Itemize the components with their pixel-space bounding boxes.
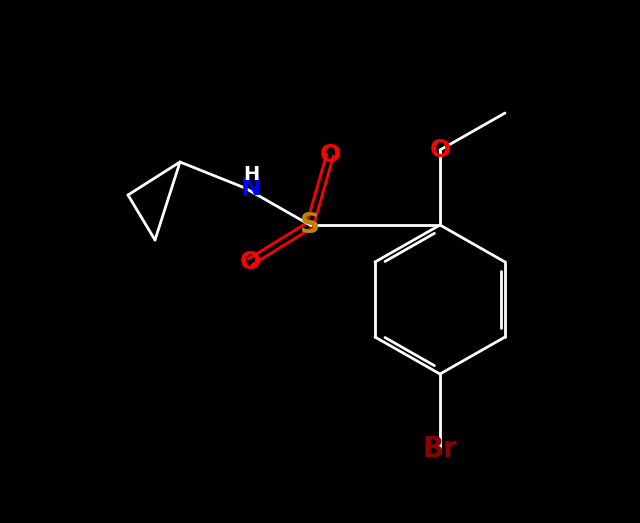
Text: N: N xyxy=(241,176,261,200)
Text: Br: Br xyxy=(422,435,458,463)
Text: O: O xyxy=(319,143,340,167)
Text: O: O xyxy=(429,138,451,162)
Text: S: S xyxy=(300,211,320,239)
Text: O: O xyxy=(239,250,260,274)
Text: H: H xyxy=(243,165,259,184)
